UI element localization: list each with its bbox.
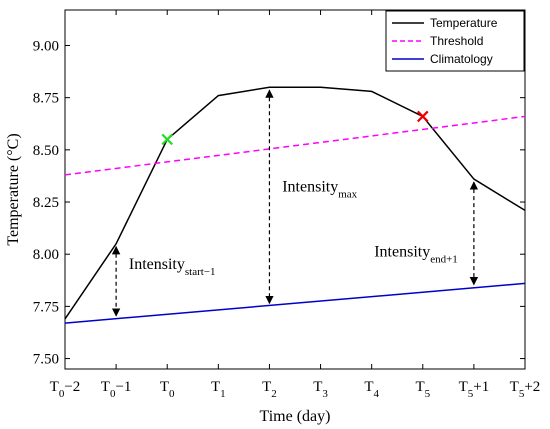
cross-marker-stroke bbox=[161, 133, 174, 146]
x-tick-suffix: +2 bbox=[524, 379, 540, 395]
x-tick-suffix: −1 bbox=[115, 379, 131, 395]
x-tick-base: T bbox=[510, 379, 519, 395]
x-tick-label: T5 bbox=[415, 379, 430, 400]
x-tick-subscript: 3 bbox=[322, 388, 328, 400]
y-tick-label: 7.50 bbox=[33, 352, 59, 368]
x-tick-label: T0 bbox=[160, 379, 175, 400]
x-tick-subscript: 1 bbox=[220, 388, 226, 400]
x-tick-base: T bbox=[459, 379, 468, 395]
x-tick-subscript: 0 bbox=[110, 388, 116, 400]
annotation-base: Intensity bbox=[282, 179, 338, 196]
y-tick-label: 8.00 bbox=[33, 247, 59, 263]
x-tick-suffix: −2 bbox=[64, 379, 80, 395]
x-tick-base: T bbox=[364, 379, 373, 395]
legend: Temperature Threshold Climatology bbox=[385, 10, 525, 72]
x-tick-label: T1 bbox=[211, 379, 226, 400]
x-axis-title: Time (day) bbox=[260, 408, 331, 425]
y-tick-label: 8.50 bbox=[33, 143, 59, 159]
annotation-subscript: end+1 bbox=[430, 253, 458, 265]
cross-marker bbox=[416, 110, 429, 123]
x-tick-label: T0−1 bbox=[101, 379, 132, 400]
annotation-base: Intensity bbox=[374, 243, 430, 260]
intensity-annotation: Intensitymax bbox=[282, 179, 357, 201]
y-tick-label: 9.00 bbox=[33, 38, 59, 54]
x-tick-label: T4 bbox=[364, 379, 379, 400]
series-line-temperature bbox=[64, 86, 526, 320]
x-tick-base: T bbox=[50, 379, 59, 395]
x-tick-label: T5+2 bbox=[510, 379, 541, 400]
x-tick-subscript: 5 bbox=[425, 388, 431, 400]
x-tick-subscript: 5 bbox=[468, 388, 474, 400]
legend-label-climatology: Climatology bbox=[430, 52, 493, 66]
legend-label-temperature: Temperature bbox=[430, 16, 498, 30]
y-tick-label: 8.75 bbox=[33, 91, 59, 107]
x-tick-subscript: 0 bbox=[169, 388, 175, 400]
x-tick-label: T3 bbox=[313, 379, 328, 400]
x-tick-label: T2 bbox=[262, 379, 277, 400]
x-tick-suffix: +1 bbox=[473, 379, 489, 395]
x-tick-subscript: 0 bbox=[59, 388, 65, 400]
x-tick-subscript: 4 bbox=[374, 388, 380, 400]
x-tick-base: T bbox=[211, 379, 220, 395]
annotation-subscript: start−1 bbox=[185, 266, 216, 278]
legend-label-threshold: Threshold bbox=[430, 34, 483, 48]
y-tick-label: 8.25 bbox=[33, 195, 59, 211]
x-tick-label: T0−2 bbox=[50, 379, 81, 400]
series-line-threshold bbox=[64, 115, 526, 176]
cross-marker-stroke bbox=[416, 110, 429, 123]
intensity-annotation: Intensitystart−1 bbox=[129, 256, 216, 278]
x-tick-label: T5+1 bbox=[459, 379, 490, 400]
x-tick-base: T bbox=[160, 379, 169, 395]
x-tick-base: T bbox=[313, 379, 322, 395]
x-tick-subscript: 5 bbox=[519, 388, 525, 400]
x-tick-subscript: 2 bbox=[271, 388, 277, 400]
x-tick-base: T bbox=[101, 379, 110, 395]
y-axis-title: Temperature (°C) bbox=[5, 133, 22, 245]
y-tick-label: 7.75 bbox=[33, 299, 59, 315]
intensity-annotation: Intensityend+1 bbox=[374, 243, 458, 265]
annotation-subscript: max bbox=[338, 189, 357, 201]
x-tick-base: T bbox=[262, 379, 271, 395]
x-tick-base: T bbox=[415, 379, 424, 395]
annotation-base: Intensity bbox=[129, 256, 185, 273]
cross-marker bbox=[161, 133, 174, 146]
series-line-climatology bbox=[64, 282, 526, 324]
